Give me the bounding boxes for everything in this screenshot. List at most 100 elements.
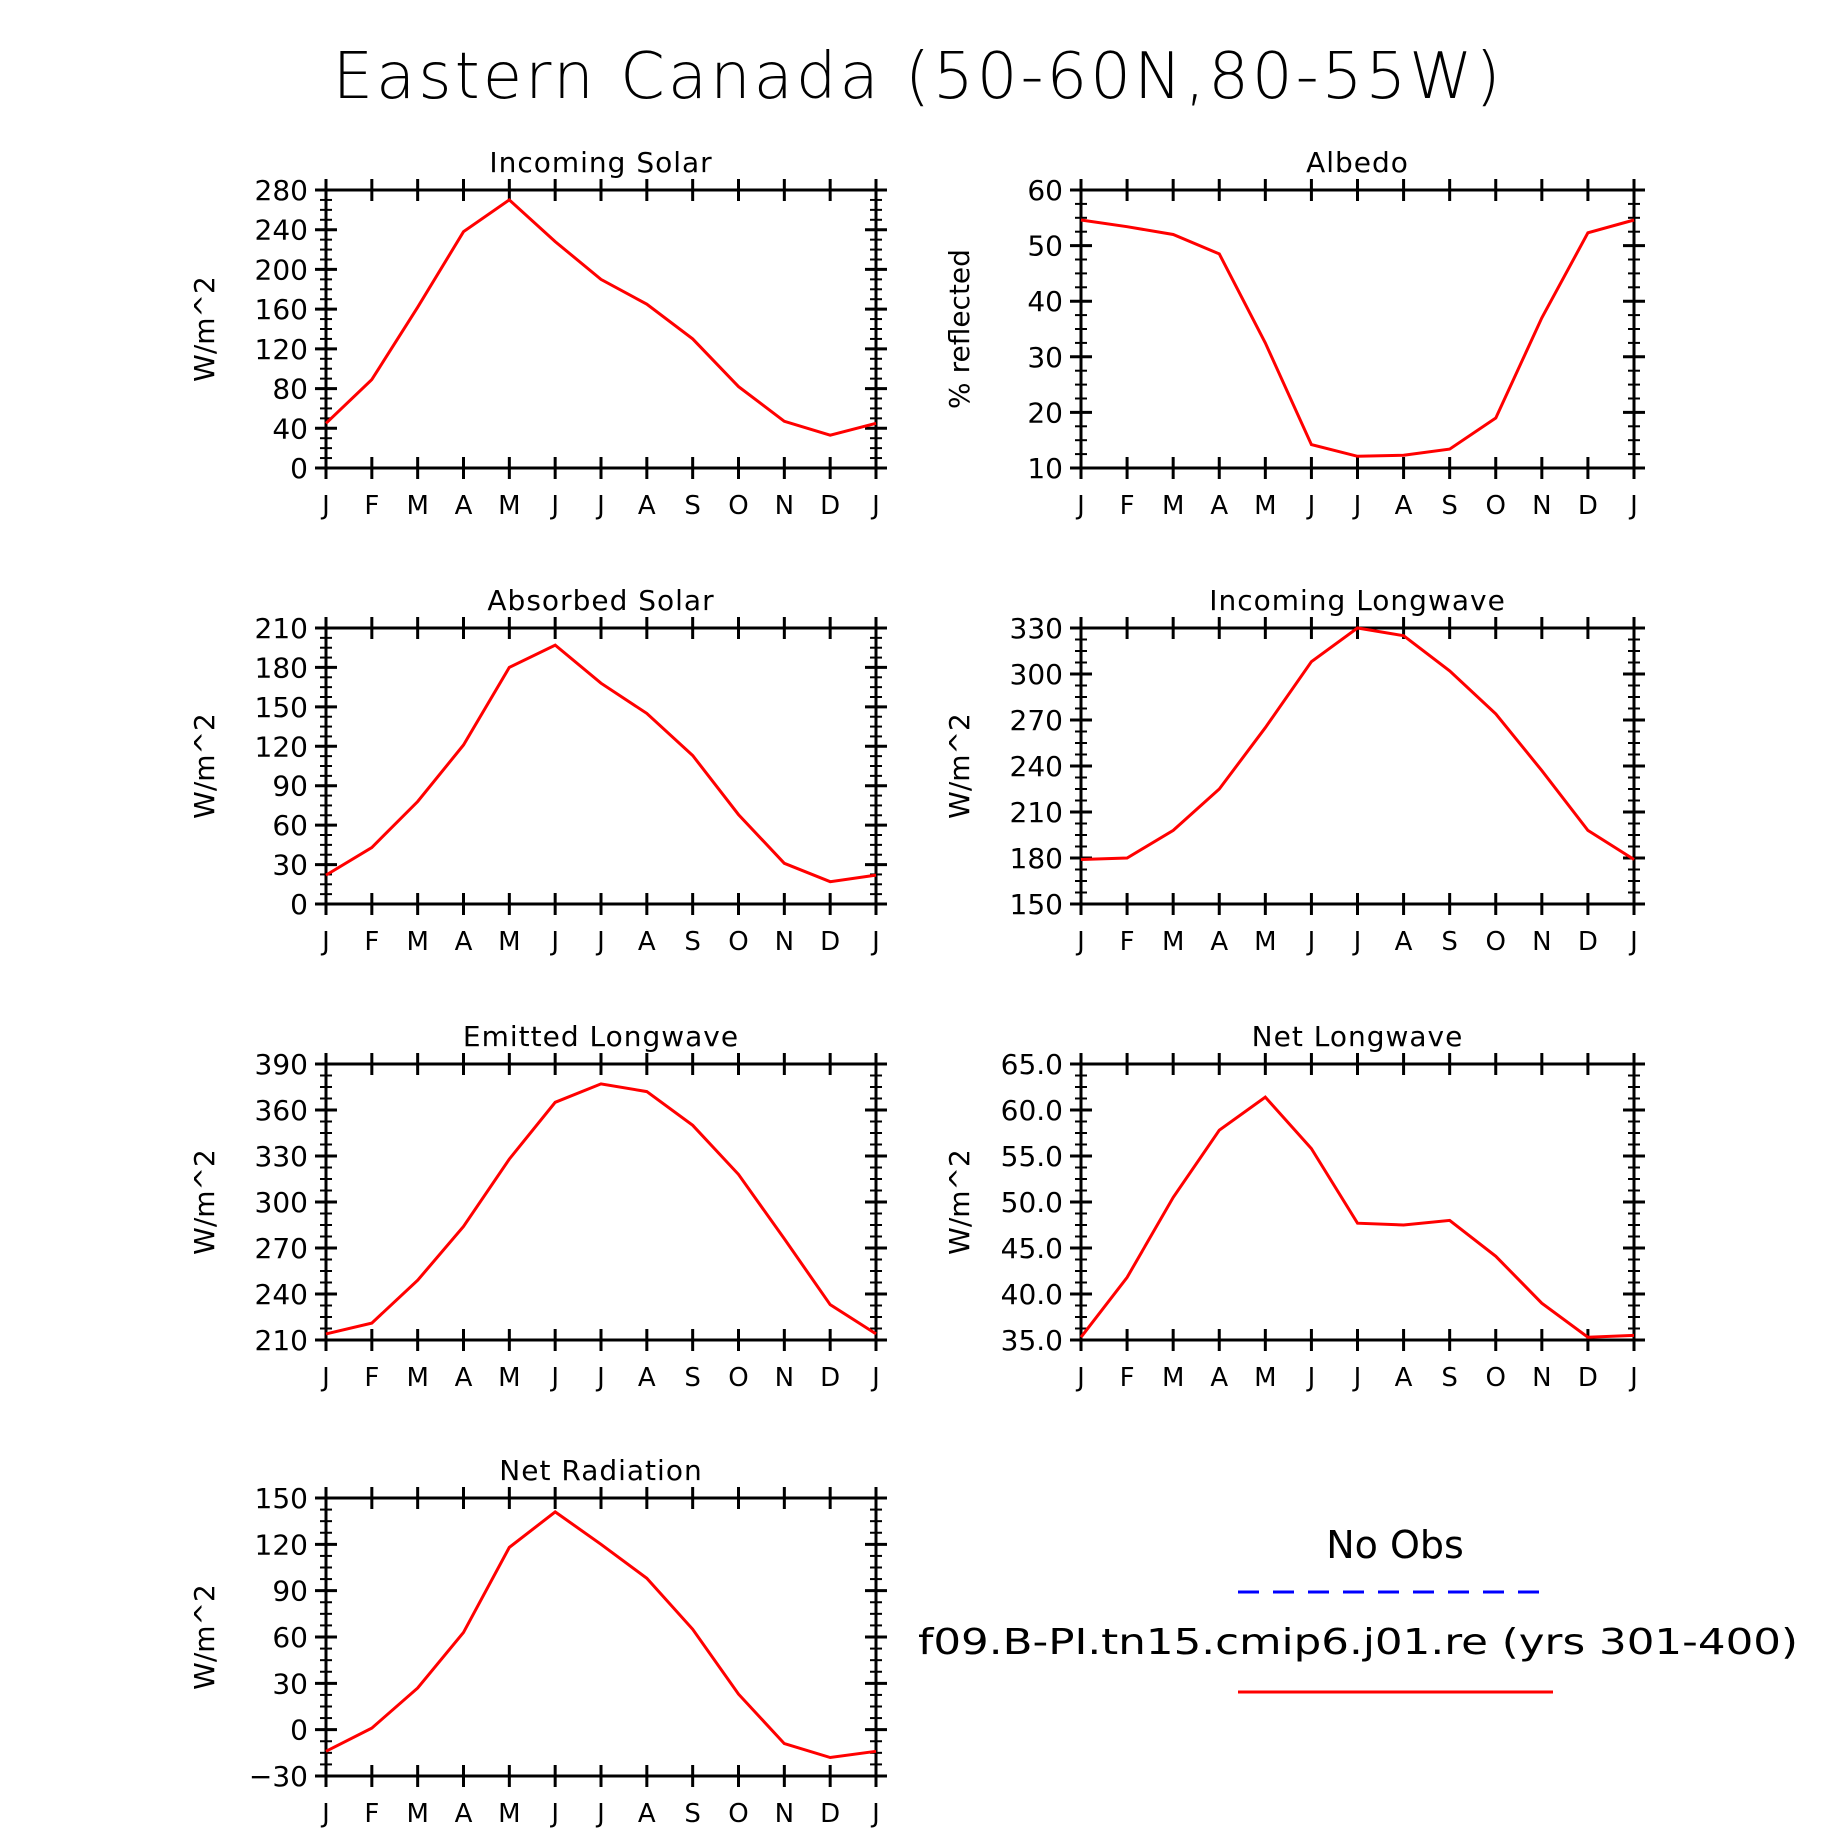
y-tick-label: 330	[1010, 612, 1063, 645]
x-tick-label: J	[1075, 491, 1085, 521]
y-axis-label: % reflected	[943, 249, 976, 409]
y-tick-label: 60	[272, 809, 308, 842]
y-tick-label: 40.0	[1001, 1278, 1063, 1311]
x-tick-label: A	[1210, 927, 1228, 957]
y-tick-label: 300	[1010, 658, 1063, 691]
x-tick-label: J	[870, 1799, 880, 1829]
y-tick-label: 210	[255, 612, 308, 645]
y-tick-label: 55.0	[1001, 1140, 1063, 1173]
x-tick-label: A	[455, 491, 473, 521]
panel-4: J F M A M J J A S O N D J150180210240270300330Incomi…	[943, 584, 1645, 957]
y-tick-label: 60	[1027, 174, 1063, 207]
y-tick-label: 270	[255, 1232, 308, 1265]
y-tick-label: 150	[255, 691, 308, 724]
y-tick-label: 0	[290, 452, 308, 485]
x-tick-label: J	[320, 927, 330, 957]
x-tick-label: J	[549, 927, 559, 957]
x-tick-label: M	[1254, 927, 1276, 957]
x-tick-label: F	[364, 491, 379, 521]
x-tick-label: S	[1441, 1363, 1458, 1393]
x-tick-label: J	[320, 491, 330, 521]
y-tick-label: −30	[249, 1760, 308, 1793]
x-tick-label: J	[1306, 491, 1316, 521]
x-tick-label: N	[775, 1799, 794, 1829]
x-tick-label: D	[820, 1799, 840, 1829]
x-tick-label: A	[1210, 491, 1228, 521]
y-tick-label: 280	[255, 174, 308, 207]
y-tick-label: 180	[255, 651, 308, 684]
x-tick-label: M	[1162, 1363, 1184, 1393]
series-line	[1080, 626, 1635, 861]
y-tick-label: 60.0	[1001, 1094, 1063, 1127]
panel-1: J F M A M J J A S O N D J04080120160200240280Incomin…	[188, 146, 887, 521]
x-tick-label: N	[775, 1363, 794, 1393]
x-tick-label: F	[364, 1799, 379, 1829]
y-tick-label: 120	[255, 1528, 308, 1561]
plot-frame	[324, 1062, 878, 1342]
x-tick-label: D	[820, 927, 840, 957]
y-tick-label: 10	[1027, 452, 1063, 485]
y-tick-label: 50	[1027, 230, 1063, 263]
x-tick-label: J	[870, 491, 880, 521]
panel-3: J F M A M J J A S O N D J0306090120150180210Absorbed…	[188, 584, 887, 957]
y-tick-label: 40	[1027, 285, 1063, 318]
plot-frame	[1079, 1062, 1636, 1342]
x-tick-label: A	[455, 927, 473, 957]
x-tick-label: J	[1628, 927, 1638, 957]
x-tick-label: D	[820, 491, 840, 521]
x-tick-label: F	[364, 927, 379, 957]
y-axis-label: W/m^2	[943, 713, 976, 819]
x-tick-label: M	[498, 927, 520, 957]
x-tick-label: J	[1306, 927, 1316, 957]
y-axis-label: W/m^2	[943, 1149, 976, 1255]
x-tick-label: M	[1162, 927, 1184, 957]
panel-title: Emitted Longwave	[463, 1020, 739, 1053]
y-tick-label: 0	[290, 888, 308, 921]
y-tick-label: 60	[272, 1621, 308, 1654]
series-line	[1079, 1095, 1635, 1339]
x-tick-label: J	[595, 927, 605, 957]
x-tick-label: J	[595, 1363, 605, 1393]
y-tick-label: 180	[1010, 842, 1063, 875]
y-tick-label: 210	[1010, 796, 1063, 829]
x-tick-label: D	[820, 1363, 840, 1393]
y-tick-label: 30	[1027, 341, 1063, 374]
x-tick-label: A	[455, 1363, 473, 1393]
x-tick-label: J	[1075, 1363, 1085, 1393]
x-tick-label: D	[1578, 491, 1598, 521]
x-tick-label: S	[684, 927, 701, 957]
y-tick-label: 210	[255, 1324, 308, 1357]
x-tick-label: M	[498, 1799, 520, 1829]
x-tick-label: J	[1075, 927, 1085, 957]
y-tick-label: 0	[290, 1714, 308, 1747]
y-tick-label: 160	[255, 293, 308, 326]
y-tick-label: 270	[1010, 704, 1063, 737]
x-tick-label: O	[1486, 491, 1506, 521]
legend-model-label: f09.B-PI.tn15.cmip6.j01.re (yrs 301-400)	[918, 1622, 1798, 1663]
x-tick-label: J	[1352, 1363, 1362, 1393]
x-tick-label: N	[1532, 491, 1551, 521]
series-line	[1080, 218, 1635, 458]
series-line	[324, 197, 877, 437]
y-tick-label: 30	[272, 1667, 308, 1700]
plot-frame	[324, 1496, 878, 1778]
x-tick-label: M	[1254, 1363, 1276, 1393]
x-tick-label: N	[775, 927, 794, 957]
x-tick-label: F	[1120, 491, 1135, 521]
x-tick-label: F	[1120, 1363, 1135, 1393]
x-tick-label: A	[1395, 491, 1413, 521]
x-tick-label: J	[870, 927, 880, 957]
x-tick-label: J	[549, 1799, 559, 1829]
x-tick-label: J	[595, 1799, 605, 1829]
y-tick-label: 150	[255, 1482, 308, 1515]
x-tick-label: S	[1441, 927, 1458, 957]
x-tick-label: M	[406, 1799, 428, 1829]
panel-5: J F M A M J J A S O N D J210240270300330360390Emitte…	[188, 1020, 887, 1393]
x-tick-label: F	[364, 1363, 379, 1393]
y-tick-label: 200	[255, 253, 308, 286]
x-tick-label: A	[1395, 927, 1413, 957]
y-axis-label: W/m^2	[188, 276, 221, 382]
x-tick-label: F	[1120, 927, 1135, 957]
panel-title: Net Radiation	[499, 1454, 702, 1487]
x-tick-label: J	[1628, 491, 1638, 521]
